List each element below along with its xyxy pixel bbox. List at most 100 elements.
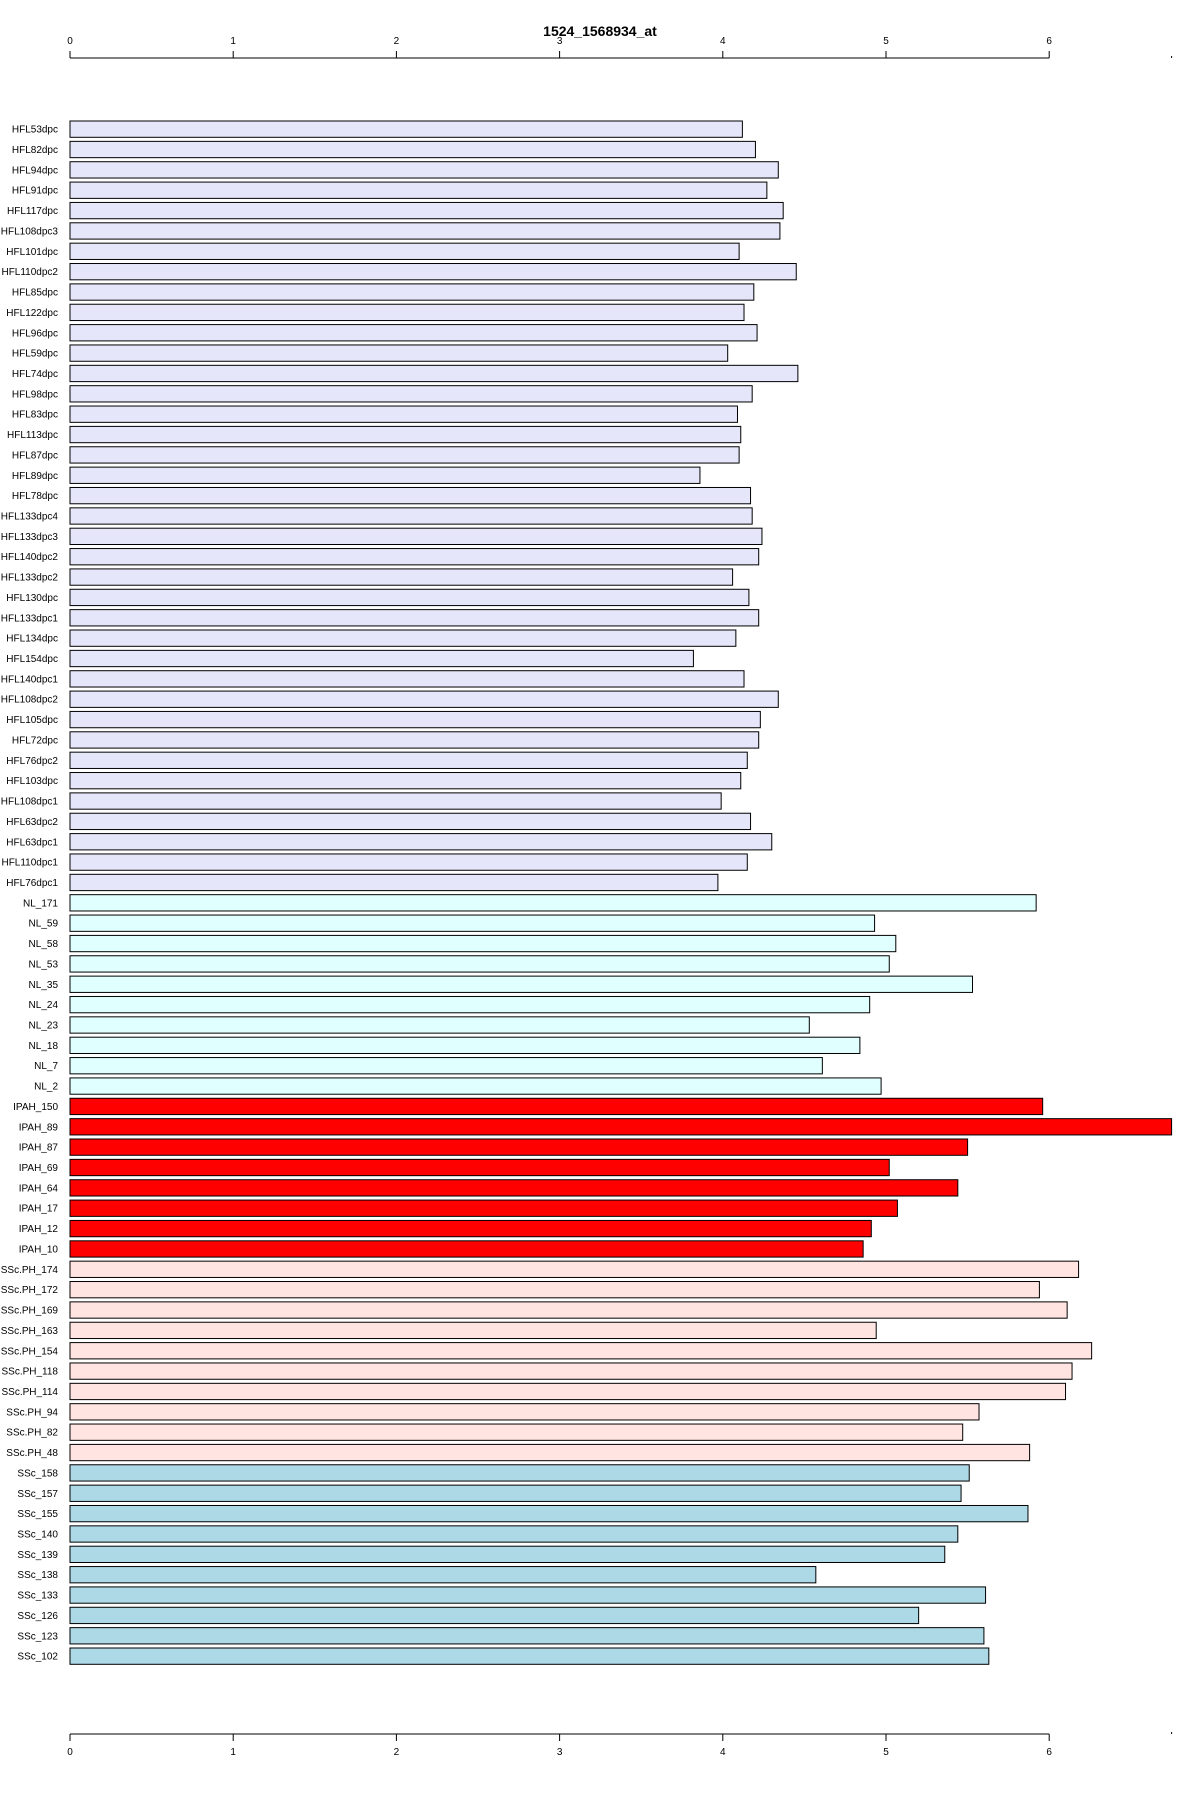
category-label: SSc_140 [17,1529,58,1540]
category-label: HFL140dpc1 [1,674,59,685]
bar [69,1443,1031,1462]
category-label: HFL108dpc3 [1,226,59,237]
bar [69,405,738,423]
bar [69,1627,985,1645]
category-label: NL_35 [29,980,59,991]
tick-label: 4 [720,1747,726,1758]
tick-label: 6 [1046,1747,1052,1758]
bar [69,649,694,668]
bar [69,548,760,566]
category-label: IPAH_17 [19,1204,59,1215]
tick-label: 0 [67,1747,73,1758]
bar [69,201,784,220]
category-label: SSc_155 [17,1509,58,1520]
category-label: NL_24 [29,1000,59,1011]
category-label: HFL82dpc [12,145,58,156]
bar [69,629,737,647]
category-label: HFL83dpc [12,410,58,421]
category-label: NL_171 [23,898,58,909]
category-label: HFL103dpc [6,776,58,787]
category-label: HFL91dpc [12,186,58,197]
category-label: HFL94dpc [12,165,58,176]
category-label: HFL113dpc [7,430,58,441]
category-label: SSc.PH_114 [1,1387,58,1398]
bar [69,385,753,403]
category-label: HFL110dpc2 [1,267,58,278]
bar [69,1016,810,1034]
tick-label: 2 [394,1747,400,1758]
bar [69,344,729,362]
bar [69,772,742,790]
bar [69,1362,1073,1380]
bar [69,140,756,159]
category-label: HFL108dpc1 [1,797,59,808]
bar [69,833,773,851]
bar [69,1281,1040,1299]
category-label: SSc.PH_172 [1,1285,59,1296]
bar [69,1118,1173,1136]
category-label: HFL89dpc [12,471,58,482]
bar [69,934,897,953]
bar [69,242,740,260]
category-label: NL_7 [34,1061,58,1072]
bar [69,283,755,301]
category-label: HFL53dpc [12,125,58,136]
category-label: HFL105dpc [6,715,58,726]
bar [69,995,871,1014]
tick-label: 6 [1046,36,1052,47]
bar [69,446,740,464]
bar [69,507,753,525]
bar [69,1158,890,1177]
category-label: SSc_123 [17,1631,58,1642]
category-label: NL_23 [29,1020,59,1031]
bar [69,1566,817,1584]
category-label: IPAH_87 [19,1143,59,1154]
bar [69,1464,970,1482]
category-label: HFL133dpc3 [1,532,59,543]
bar [69,1423,964,1441]
category-label: IPAH_10 [19,1244,59,1255]
category-label: SSc_158 [17,1468,58,1479]
category-label: HFL96dpc [12,328,58,339]
category-label: SSc.PH_48 [6,1448,58,1459]
category-label: SSc_126 [17,1611,58,1622]
tick-label: 3 [557,36,563,47]
category-label: NL_58 [29,939,59,950]
bar [69,1219,872,1238]
tick-label: 5 [883,1747,889,1758]
category-label: NL_18 [29,1041,59,1052]
bar [69,914,876,932]
bar [69,1484,962,1502]
bar [69,873,719,892]
category-label: HFL133dpc4 [1,511,59,522]
x-axis-bottom: 0 1 2 3 4 5 6 [67,1732,1173,1758]
category-label: SSc_102 [17,1652,58,1663]
x-axis-top: 0 1 2 3 4 5 6 [67,36,1173,59]
category-label: SSc.PH_94 [6,1407,58,1418]
category-label: HFL108dpc2 [1,695,59,706]
bar [69,1138,969,1156]
category-label: HFL85dpc [12,288,58,299]
category-label: HFL78dpc [12,491,58,502]
category-label: IPAH_64 [19,1183,59,1194]
bar [69,486,752,505]
category-label: HFL74dpc [12,369,58,380]
bar [69,1525,959,1543]
category-label: HFL98dpc [12,389,58,400]
bar [69,466,701,484]
tick-label: 0 [67,36,73,47]
bar [69,1240,864,1258]
category-label: HFL122dpc [6,308,58,319]
category-label: HFL130dpc [6,593,58,604]
category-label: HFL133dpc1 [1,613,59,624]
tick-label: 1 [230,1747,236,1758]
category-label: HFL72dpc [12,735,58,746]
category-label: SSc_138 [17,1570,58,1581]
category-label: HFL134dpc [6,634,58,645]
bar [69,853,748,871]
bar [69,670,745,688]
bar [69,181,768,199]
category-label: IPAH_12 [19,1224,59,1235]
bar [69,1606,920,1625]
